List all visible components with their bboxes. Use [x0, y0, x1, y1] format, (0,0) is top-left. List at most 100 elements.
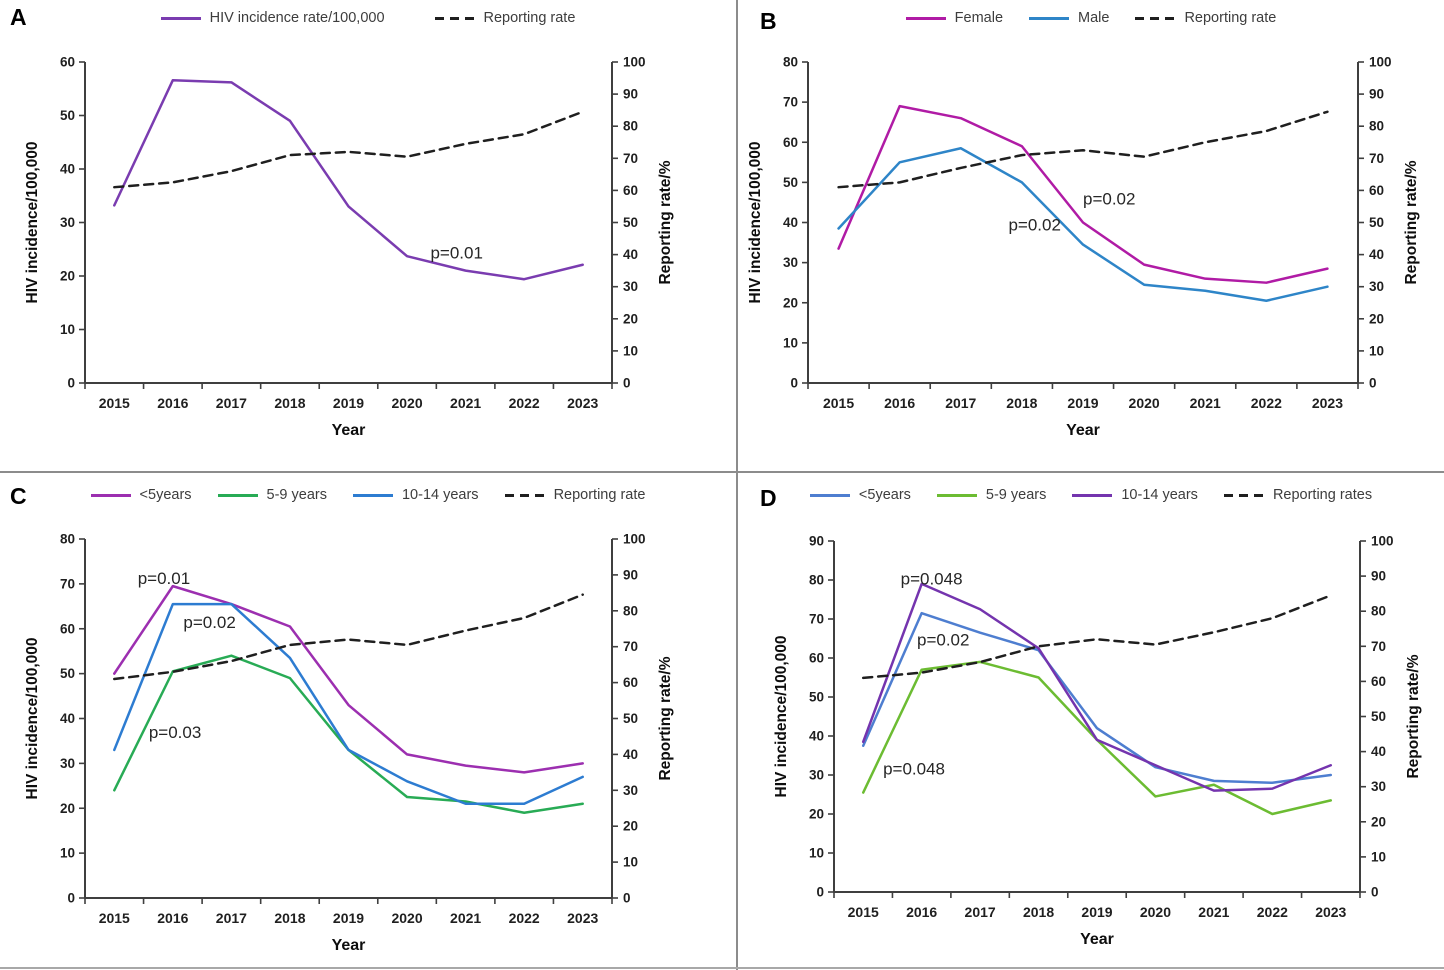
legend-label: <5years [139, 487, 192, 503]
legend-item--5years: <5years [809, 487, 911, 503]
x-axis-tick-label: 2018 [1006, 395, 1037, 411]
x-axis-title: Year [1080, 931, 1114, 948]
x-axis-tick-label: 2020 [1140, 904, 1171, 920]
legend-label: 5-9 years [985, 487, 1047, 503]
x-axis-tick-label: 2015 [99, 395, 130, 411]
left-axis-tick-label: 0 [67, 891, 75, 906]
right-axis-tick-label: 0 [1371, 885, 1379, 900]
x-axis-tick-label: 2016 [157, 910, 188, 926]
panel-c-letter: C [10, 483, 27, 509]
x-axis-tick-label: 2016 [884, 395, 915, 411]
x-axis-tick-label: 2021 [1190, 395, 1221, 411]
panel-d-line-chart: 0 10 20 30 40 50 60 70 80 90 0 10 20 30 40 50 60 70 80 90 10… [773, 534, 1422, 949]
legend-item-hiv-incidence-rate-100-000: HIV incidence rate/100,000 [160, 10, 385, 26]
x-axis-tick-label: 2019 [333, 910, 364, 926]
x-axis-tick-label: 2022 [1257, 904, 1288, 920]
panel-c-legend: <5years 5-9 years 10-14 years Reporting rat… [0, 487, 736, 503]
right-axis-tick-label: 30 [623, 279, 638, 294]
right-axis-tick-label: 40 [623, 747, 638, 762]
right-axis-tick-label: 50 [623, 711, 638, 726]
left-axis-tick-label: 70 [783, 95, 798, 110]
left-axis-title: HIV incidence/100,000 [747, 142, 764, 304]
x-axis-tick-label: 2018 [274, 395, 305, 411]
left-axis-tick-label: 70 [809, 612, 824, 627]
right-axis-tick-label: 50 [1369, 215, 1384, 230]
right-axis-title: Reporting rate/% [1405, 654, 1422, 778]
right-axis-tick-label: 90 [1369, 87, 1384, 102]
p-value-annotation: p=0.02 [917, 631, 969, 650]
x-axis-title: Year [332, 422, 366, 439]
series-line--5years [861, 611, 1333, 785]
legend-item-10-14-years: 10-14 years [1072, 487, 1198, 503]
right-axis-tick-label: 60 [623, 183, 638, 198]
legend-label: <5years [858, 487, 911, 503]
p-value-annotation: p=0.048 [883, 760, 945, 779]
left-axis-tick-label: 20 [809, 807, 824, 822]
right-axis-tick-label: 30 [1369, 279, 1384, 294]
legend-label: Reporting rate [483, 10, 576, 26]
legend-label: Reporting rate [1184, 10, 1277, 26]
p-value-annotation: p=0.03 [149, 723, 201, 742]
left-axis-tick-label: 0 [67, 376, 75, 391]
left-axis-tick-label: 20 [60, 801, 75, 816]
x-axis-tick-label: 2018 [1023, 904, 1054, 920]
right-axis-tick-label: 0 [1369, 376, 1377, 391]
legend-item-10-14-years: 10-14 years [352, 487, 479, 503]
right-axis-tick-label: 30 [623, 783, 638, 798]
series-line-reporting-rates [861, 594, 1333, 680]
left-axis-tick-label: 80 [783, 55, 798, 70]
right-axis-tick-label: 70 [1369, 151, 1384, 166]
left-axis-tick-label: 60 [783, 135, 798, 150]
left-axis-tick-label: 40 [809, 729, 824, 744]
left-axis-tick-label: 60 [60, 55, 75, 70]
series-line-10-14-years [113, 602, 584, 806]
panel-b-legend: Female Male Reporting rate [738, 10, 1444, 26]
left-axis-tick-label: 30 [60, 756, 75, 771]
legend-label: Reporting rates [1272, 487, 1373, 503]
dashed-line-swatch-icon [1135, 16, 1176, 20]
p-value-annotation: p=0.048 [901, 569, 963, 588]
x-axis-title: Year [1066, 422, 1100, 439]
series-line-reporting-rate [113, 593, 584, 681]
right-axis-tick-label: 70 [623, 151, 638, 166]
x-axis-tick-label: 2021 [450, 910, 481, 926]
dashed-line-swatch-icon [1223, 493, 1264, 497]
right-axis-tick-label: 80 [1369, 119, 1384, 134]
left-axis-tick-label: 30 [60, 215, 75, 230]
panel-d-legend: <5years 5-9 years 10-14 years Reporting rat… [738, 487, 1444, 503]
right-axis-tick-label: 10 [1369, 343, 1384, 358]
x-axis-tick-label: 2017 [216, 910, 247, 926]
right-axis-tick-label: 60 [1371, 674, 1386, 689]
right-axis-tick-label: 90 [623, 567, 638, 582]
series-line--5years [113, 584, 584, 774]
right-axis-tick-label: 60 [1369, 183, 1384, 198]
line-swatch-icon [905, 16, 946, 20]
left-axis-tick-label: 30 [809, 768, 824, 783]
series-line-hiv-incidence-rate-100-000 [113, 78, 584, 281]
left-axis-tick-label: 40 [60, 162, 75, 177]
legend-item-reporting-rate: Reporting rate [434, 10, 576, 26]
legend-label: 10-14 years [1121, 487, 1198, 503]
right-axis-tick-label: 70 [1371, 639, 1386, 654]
series-line-10-14-years [861, 582, 1333, 792]
left-axis-tick-label: 40 [60, 711, 75, 726]
right-axis-tick-label: 10 [1371, 849, 1386, 864]
p-value-annotation: p=0.02 [183, 613, 235, 632]
right-axis-tick-label: 70 [623, 639, 638, 654]
x-axis-tick-label: 2019 [1067, 395, 1098, 411]
x-axis-tick-label: 2015 [99, 910, 130, 926]
left-axis-tick-label: 10 [783, 335, 798, 350]
right-axis-tick-label: 100 [623, 55, 646, 70]
left-axis-tick-label: 60 [809, 651, 824, 666]
legend-item-5-9-years: 5-9 years [936, 487, 1047, 503]
left-axis-tick-label: 50 [809, 690, 824, 705]
x-axis-tick-label: 2023 [1312, 395, 1343, 411]
x-axis-tick-label: 2017 [965, 904, 996, 920]
right-axis-tick-label: 100 [1369, 55, 1392, 70]
p-value-annotation: p=0.01 [430, 243, 482, 262]
x-axis-tick-label: 2022 [509, 910, 540, 926]
panel-a-line-chart: 0 10 20 30 40 50 60 0 10 20 30 40 50 60 70 80 90 100 2015 2… [24, 55, 674, 440]
legend-item-male: Male [1029, 10, 1109, 26]
legend-item-5-9-years: 5-9 years [217, 487, 327, 503]
